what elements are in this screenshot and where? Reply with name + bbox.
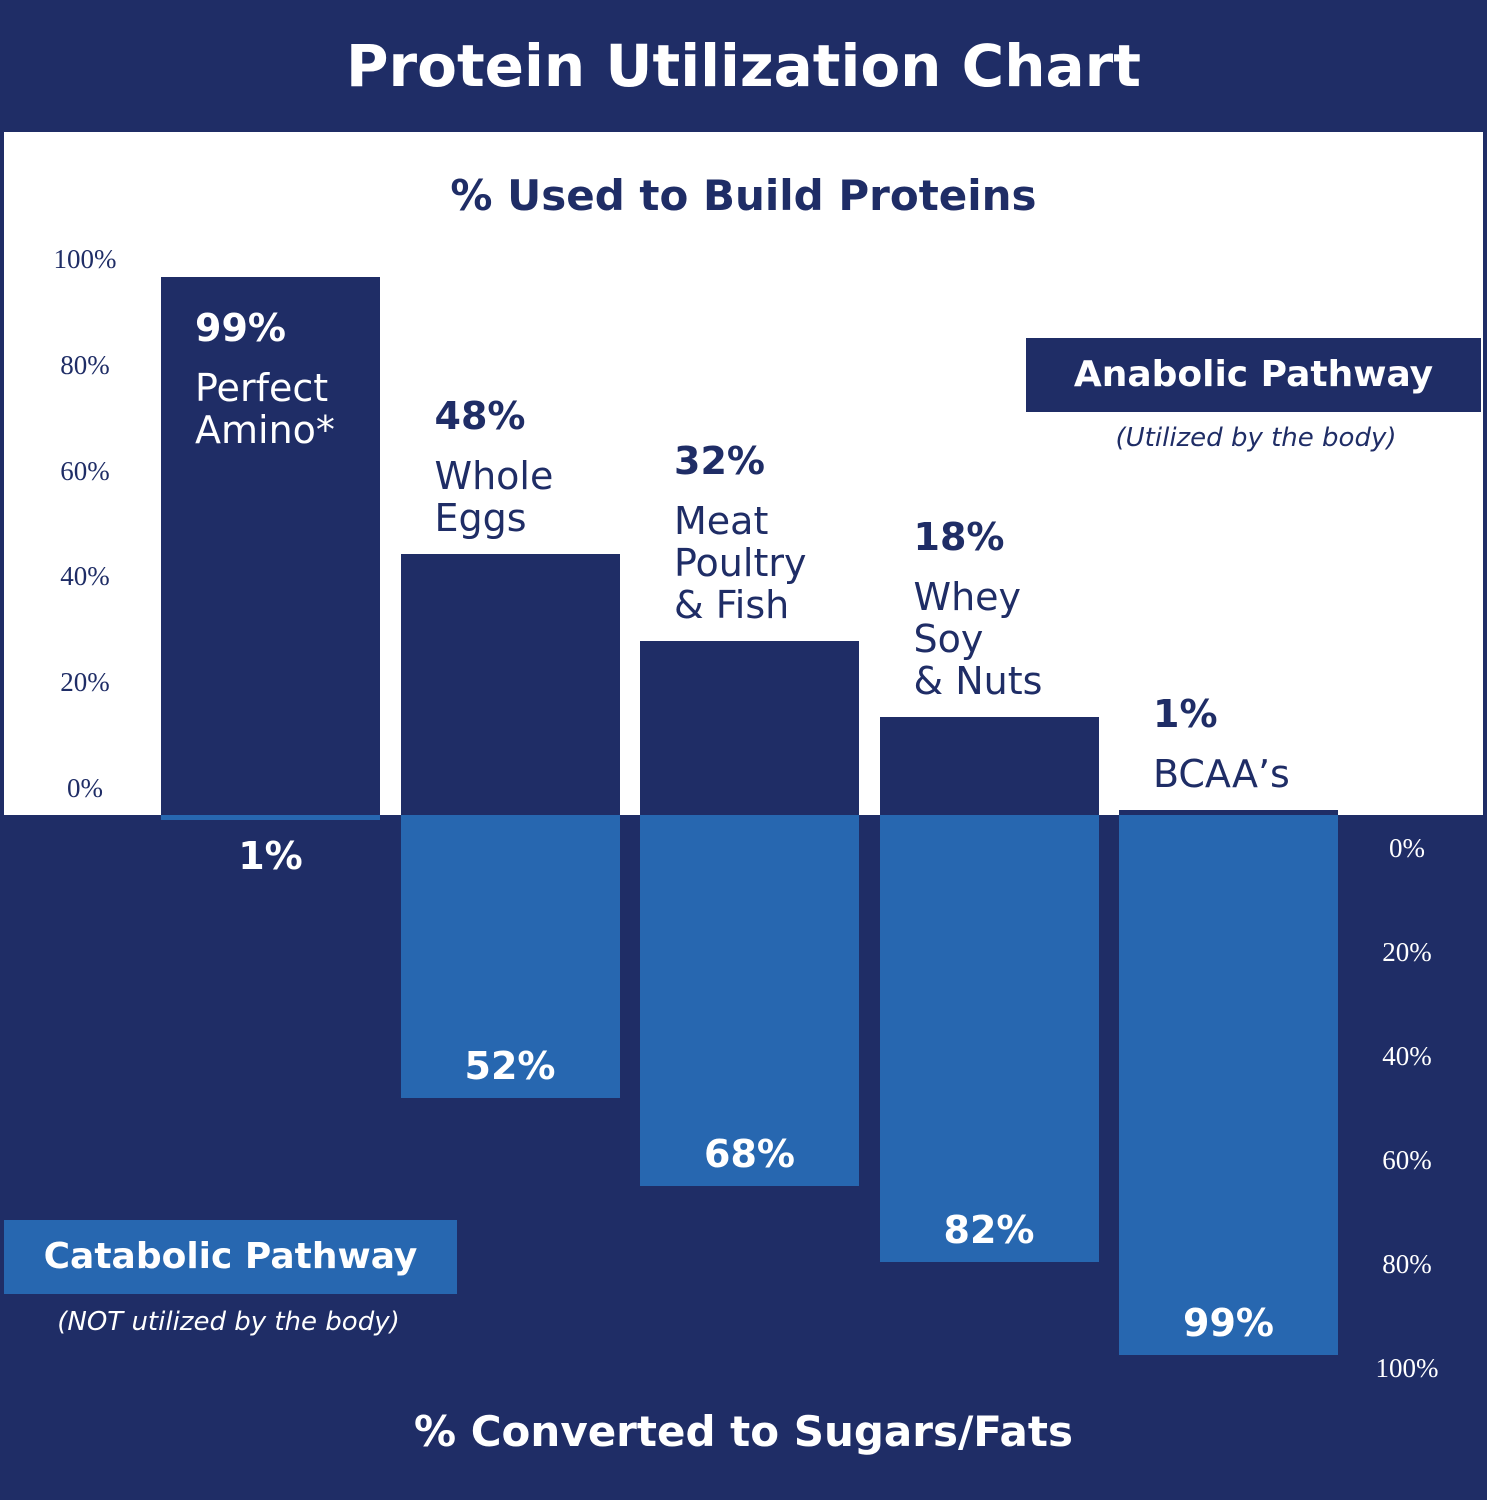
y2-tick-label: 40% <box>1382 1041 1432 1071</box>
value-label: 18% <box>913 515 1005 560</box>
legend-note: (NOT utilized by the body) <box>57 1307 400 1337</box>
top-axis-title: % Used to Build Proteins <box>450 171 1037 220</box>
category-label: Perfect Amino* <box>195 366 335 453</box>
label-block: 99% Perfect Amino* <box>195 307 495 451</box>
y2-tick-label: 100% <box>1375 1353 1439 1383</box>
category-label: BCAA’s <box>1153 751 1290 796</box>
label-block: 18% Whey Soy & Nuts <box>914 516 1214 702</box>
bar <box>879 717 1099 815</box>
value-label: 1% <box>1153 691 1218 736</box>
label-block: 48% Whole Eggs <box>435 395 735 539</box>
value-label: 82% <box>943 1207 1035 1252</box>
value-label: 99% <box>1183 1300 1274 1345</box>
value-label: 48% <box>434 394 526 439</box>
value-label: 32% <box>674 439 765 484</box>
bar <box>161 815 380 821</box>
label-block: 1% BCAA’s <box>1153 693 1453 795</box>
bar <box>1119 815 1338 1355</box>
bar <box>879 815 1099 1262</box>
bar <box>1119 809 1338 815</box>
category-label: Whole Eggs <box>434 454 554 541</box>
y-tick-label: 60% <box>60 455 110 486</box>
bar <box>640 641 859 815</box>
bar <box>161 277 380 815</box>
y-tick-label: 0% <box>67 773 103 803</box>
y2-tick-label: 20% <box>1382 937 1432 967</box>
y2-tick-label: 80% <box>1382 1249 1432 1279</box>
y-tick-label: 20% <box>60 667 110 698</box>
value-label: 52% <box>464 1044 556 1089</box>
bar <box>400 815 620 1099</box>
y-tick-label: 40% <box>60 561 110 592</box>
y2-tick-label: 60% <box>1382 1145 1432 1175</box>
value-label: 68% <box>704 1131 795 1176</box>
category-label: Meat Poultry & Fish <box>674 499 807 628</box>
category-label: Whey Soy & Nuts <box>913 575 1043 704</box>
legend-catabolic: Catabolic Pathway <box>4 1220 457 1294</box>
bar <box>640 815 859 1186</box>
bar <box>400 554 620 815</box>
legend-note: (Utilized by the body) <box>1115 423 1397 453</box>
bottom-axis-title: % Converted to Sugars/Fats <box>414 1407 1073 1456</box>
value-label: 99% <box>195 306 286 351</box>
label-block: 32% Meat Poultry & Fish <box>674 440 974 626</box>
y-tick-label: 80% <box>60 349 110 380</box>
value-label: 1% <box>238 834 303 879</box>
chart-title: Protein Utilization Chart <box>345 32 1141 100</box>
y-tick-label: 100% <box>53 244 117 274</box>
legend-anabolic: Anabolic Pathway <box>1026 338 1481 412</box>
y2-tick-label: 0% <box>1389 833 1425 863</box>
